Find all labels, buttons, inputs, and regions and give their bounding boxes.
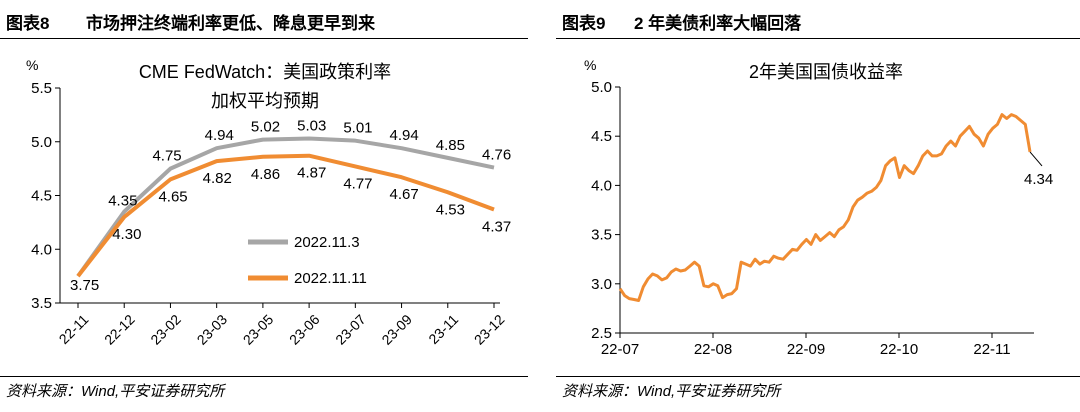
data-label: 4.94: [205, 127, 234, 144]
x-tick-label: 23-09: [378, 311, 415, 348]
y-tick-label: 2.5: [591, 325, 612, 342]
bottom-rule: [556, 376, 1080, 377]
x-tick-label: 22-07: [601, 341, 639, 358]
series-line-2022-11-3: [76, 136, 495, 278]
chart-title-line1: CME FedWatch：美国政策利率: [139, 62, 391, 82]
data-label: 4.86: [251, 166, 280, 183]
x-tick-label: 22-10: [880, 341, 918, 358]
treasury-yield-line-chart: % 2年美国国债收益率 2.5 3.0 3.5 4.0 4.5 5.0 22-07 22-08 22…: [584, 57, 1053, 358]
x-tick-label: 22-12: [101, 311, 138, 348]
y-tick-label: 5.0: [591, 79, 612, 96]
fedwatch-line-chart: %3.54.04.55.05.522-11 22-12 23-02 23-03 23-0…: [26, 57, 511, 348]
data-label: 4.65: [158, 188, 187, 205]
x-tick-label: 22-11: [973, 341, 1010, 358]
y-tick-label: 5.0: [31, 134, 52, 151]
legend-label: 2022.11.11: [294, 270, 367, 287]
y-axis-label: %: [584, 57, 596, 73]
y-tick-label: 4.0: [31, 241, 52, 258]
x-tick-label: 23-07: [332, 311, 369, 348]
data-label: 5.02: [251, 119, 280, 136]
data-label: 5.03: [297, 118, 326, 135]
data-label: 4.82: [203, 170, 232, 187]
y-tick-label: 3.0: [591, 276, 612, 293]
figure-title: 市场押注终端利率更低、降息更早到来: [86, 14, 375, 33]
data-label: 5.01: [343, 120, 372, 137]
data-label: 4.53: [436, 201, 465, 218]
data-label: 4.76: [482, 147, 511, 164]
x-tick-label: 23-06: [286, 311, 323, 348]
y-tick-label: 5.5: [31, 80, 52, 97]
series-line-2022-11-11: [76, 153, 495, 278]
top-rule: [0, 38, 528, 39]
bottom-rule: [0, 376, 528, 377]
figure-number: 图表8: [6, 14, 50, 33]
y-tick-label: 4.5: [591, 128, 612, 145]
data-label: 4.35: [108, 193, 137, 210]
data-label: 4.30: [112, 226, 141, 243]
figure-number: 图表9: [562, 14, 606, 33]
y-tick-label: 4.5: [31, 188, 52, 205]
data-label: 4.94: [390, 127, 419, 144]
figure-header: 图表8 市场押注终端利率更低、降息更早到来: [0, 0, 528, 36]
y-axis-label: %: [26, 57, 38, 73]
data-label: 4.75: [152, 148, 181, 165]
figure-title: 2 年美债利率大幅回落: [634, 14, 802, 33]
data-label: 4.37: [482, 218, 511, 235]
figure-panel-left: 图表8 市场押注终端利率更低、降息更早到来 % 3.5 4.0 4.5 5.0 5.5 22…: [0, 0, 528, 412]
legend-label: 2022.11.3: [294, 234, 360, 251]
figure-panel-right: 图表9 2 年美债利率大幅回落 % 2年美国国债收益率 2.5 3.0 3.5 4.0 4.…: [556, 0, 1080, 412]
y-tick-label: 4.0: [591, 177, 612, 194]
x-tick-label: 23-02: [147, 311, 184, 348]
data-label: 4.85: [436, 137, 465, 154]
chart-title: 2年美国国债收益率: [749, 62, 903, 82]
figure-header: 图表9 2 年美债利率大幅回落: [556, 0, 1080, 36]
source-note: 资料来源：Wind,平安证券研究所: [562, 383, 781, 400]
x-tick-label: 23-05: [240, 311, 277, 348]
data-label: 3.75: [70, 277, 99, 294]
data-label: 4.67: [390, 186, 419, 203]
y-tick-label: 3.5: [591, 227, 612, 244]
x-tick-label: 23-03: [194, 311, 231, 348]
data-label: 4.34: [1024, 171, 1053, 188]
x-tick-label: 23-11: [425, 311, 461, 347]
data-label-leader: [1029, 151, 1043, 167]
top-rule: [556, 38, 1080, 39]
x-tick-label: 22-11: [56, 311, 92, 347]
y-tick-label: 3.5: [31, 295, 52, 312]
data-label: 4.77: [343, 175, 372, 192]
x-tick-label: 22-09: [787, 341, 825, 358]
x-tick-label: 22-08: [694, 341, 732, 358]
chart-title-line2: 加权平均预期: [211, 91, 319, 111]
source-note: 资料来源：Wind,平安证券研究所: [6, 383, 225, 400]
x-tick-label: 23-12: [471, 311, 508, 348]
yield-series-line: [618, 113, 1032, 302]
data-label: 4.87: [297, 165, 326, 182]
